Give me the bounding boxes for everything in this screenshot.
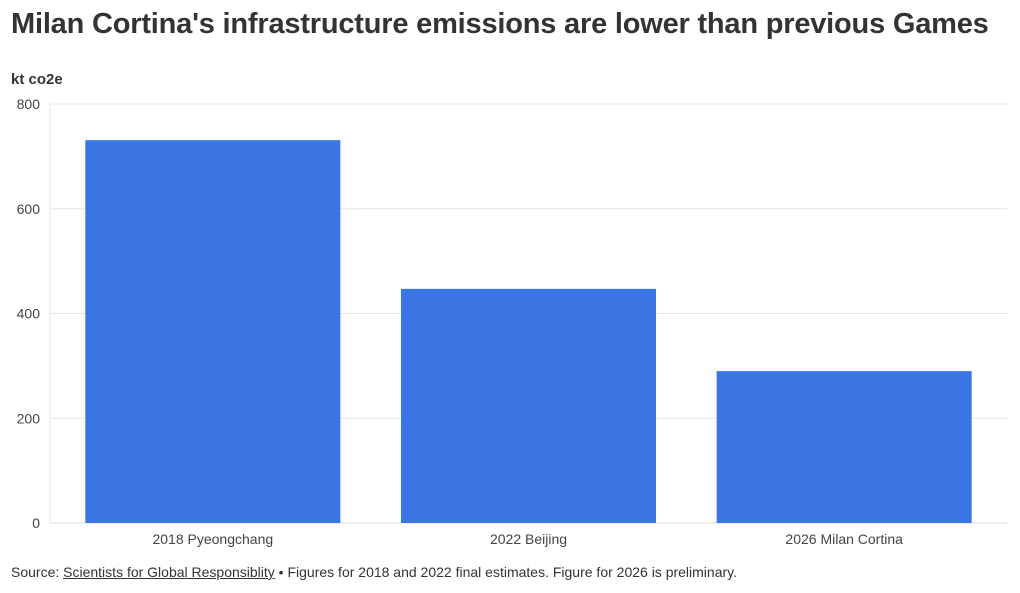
y-tick-label: 200 <box>17 410 41 426</box>
source-note: Source: Scientists for Global Responsibl… <box>11 564 737 580</box>
source-footnote: • Figures for 2018 and 2022 final estima… <box>274 564 738 580</box>
y-tick-label: 0 <box>32 515 40 531</box>
bar[interactable] <box>85 140 341 524</box>
x-tick-label: 2026 Milan Cortina <box>785 531 903 547</box>
chart-title: Milan Cortina's infrastructure emissions… <box>11 8 989 40</box>
bars <box>85 140 972 524</box>
x-tick-label: 2022 Beijing <box>490 531 567 547</box>
x-axis-ticks: 2018 Pyeongchang 2022 Beijing 2026 Milan C… <box>152 531 903 547</box>
y-tick-label: 600 <box>17 201 41 217</box>
bar[interactable] <box>401 288 656 523</box>
bar[interactable] <box>716 371 972 523</box>
y-tick-label: 800 <box>17 96 41 112</box>
source-link[interactable]: Scientists for Global Responsiblity <box>63 564 275 580</box>
source-prefix: Source: <box>11 564 64 580</box>
x-tick-label: 2018 Pyeongchang <box>152 531 273 547</box>
y-tick-label: 400 <box>17 306 41 322</box>
y-axis-label: kt co2e <box>11 71 63 88</box>
y-axis-ticks: 0 200 400 600 800 <box>17 96 41 531</box>
